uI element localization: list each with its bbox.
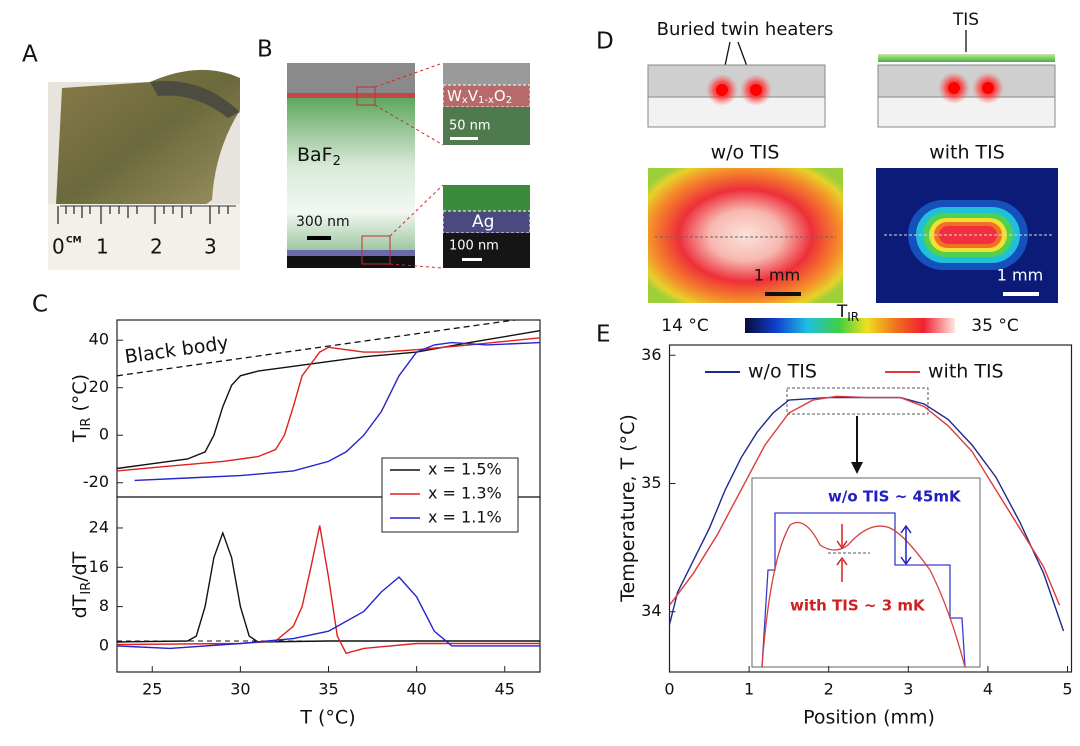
- data-line: [669, 395, 1061, 606]
- film-sub: x: [462, 95, 468, 106]
- x-axis-label: T (°C): [299, 707, 355, 729]
- y-axis-label: Temperature, T (°C): [617, 414, 639, 603]
- y-tick-label: -20: [83, 472, 109, 491]
- y-tick-label: 0: [99, 635, 109, 654]
- film-text: W: [447, 87, 462, 105]
- inset-e: [751, 387, 981, 668]
- panel-label: D: [596, 29, 614, 55]
- photo-a: 0 CM 1 2 3: [48, 69, 240, 270]
- metal-label: Ag: [472, 212, 494, 232]
- cbar-title-text: T: [836, 302, 848, 322]
- legend-label: w/o TIS: [748, 361, 817, 383]
- scale-label: 1 mm: [754, 266, 800, 285]
- panel-label: B: [257, 37, 273, 63]
- ruler-label: 1: [96, 235, 109, 259]
- cbar-title: TIR: [836, 302, 859, 324]
- panel-label: A: [22, 42, 38, 68]
- x-tick-label: 5: [1062, 680, 1072, 699]
- data-line: [117, 576, 540, 650]
- ruler-label: 0: [52, 235, 65, 259]
- film-sub: 2: [506, 95, 512, 106]
- x-tick-label: 3: [903, 680, 913, 699]
- x-tick-label: 30: [230, 680, 250, 699]
- panel-label: C: [32, 292, 48, 318]
- tis-label: TIS: [952, 10, 979, 30]
- y-tick-label: 16: [89, 557, 109, 576]
- legend-label: with TIS: [928, 361, 1004, 383]
- y-tick-label: 40: [89, 330, 109, 349]
- panel-d: Buried twin heaters TIS w/o TIS with TIS…: [647, 10, 1058, 336]
- map-title: w/o TIS: [711, 142, 780, 164]
- scale-label: 1 mm: [997, 266, 1043, 285]
- heater-label: Buried twin heaters: [657, 19, 834, 40]
- y-tick-label: 35: [641, 473, 661, 492]
- x-axis-label: Position (mm): [803, 707, 935, 729]
- panel-label: E: [596, 322, 611, 348]
- map-title: with TIS: [929, 142, 1005, 164]
- cbar-max: 35 °C: [971, 316, 1018, 336]
- reference-line: [117, 320, 520, 377]
- x-tick-label: 1: [744, 680, 754, 699]
- y-axis-label-sub: IR: [79, 418, 94, 431]
- annotation: w/o TIS ~ 45mK: [828, 488, 962, 506]
- legend-label: x = 1.5%: [428, 460, 502, 479]
- y-axis-label-text: /dT: [69, 551, 91, 581]
- y-axis-label-text: dT: [69, 594, 91, 618]
- data-line: [134, 341, 540, 482]
- tem-b: BaF2 300 nm WxV1-xO2 50 nm Ag 100 nm: [287, 62, 531, 269]
- data-line: [117, 330, 540, 470]
- y-axis-label: TIR (°C): [69, 374, 94, 443]
- y-axis-label-text: (°C): [69, 374, 91, 418]
- annotation: with TIS ~ 3 mK: [790, 597, 926, 615]
- data-line: [117, 530, 540, 643]
- scale-label: 100 nm: [449, 239, 499, 254]
- film-text: V: [468, 87, 479, 105]
- reference-label: Black body: [123, 332, 229, 368]
- film-sub: 1-x: [478, 95, 494, 106]
- y-axis-label-text: T: [69, 430, 91, 443]
- ruler-label: 3: [204, 235, 217, 259]
- y-tick-label: 8: [99, 596, 109, 615]
- x-tick-label: 2: [824, 680, 834, 699]
- y-axis-label-sub: IR: [79, 582, 94, 595]
- y-tick-label: 20: [89, 377, 109, 396]
- data-line: [117, 337, 540, 472]
- ruler-unit: CM: [66, 236, 82, 246]
- x-tick-label: 4: [983, 680, 993, 699]
- cbar-min: 14 °C: [661, 316, 708, 336]
- y-axis-label-text: Temperature, T (°C): [617, 414, 639, 603]
- substrate-text: BaF: [297, 144, 333, 166]
- y-tick-label: 0: [99, 425, 109, 444]
- data-line: [117, 525, 540, 655]
- legend-label: x = 1.3%: [428, 484, 502, 503]
- plot-frame: [668, 344, 1073, 673]
- y-tick-label: 36: [641, 345, 661, 364]
- ruler-label: 2: [150, 235, 163, 259]
- x-tick-label: 40: [406, 680, 426, 699]
- scale-label: 300 nm: [296, 214, 350, 230]
- film-text: O: [494, 87, 506, 105]
- substrate-sub: 2: [333, 154, 341, 169]
- legend-label: x = 1.1%: [428, 508, 502, 527]
- substrate-label: BaF2: [297, 144, 341, 169]
- x-tick-label: 0: [664, 680, 674, 699]
- y-axis-label: dTIR/dT: [69, 551, 94, 618]
- y-tick-label: 34: [641, 601, 661, 620]
- x-tick-label: 35: [318, 680, 338, 699]
- scale-label: 50 nm: [449, 119, 491, 134]
- cbar-title-sub: IR: [847, 310, 859, 324]
- x-tick-label: 25: [142, 680, 162, 699]
- x-tick-label: 45: [495, 680, 515, 699]
- film-label: WxV1-xO2: [447, 87, 512, 107]
- y-tick-label: 24: [89, 517, 109, 536]
